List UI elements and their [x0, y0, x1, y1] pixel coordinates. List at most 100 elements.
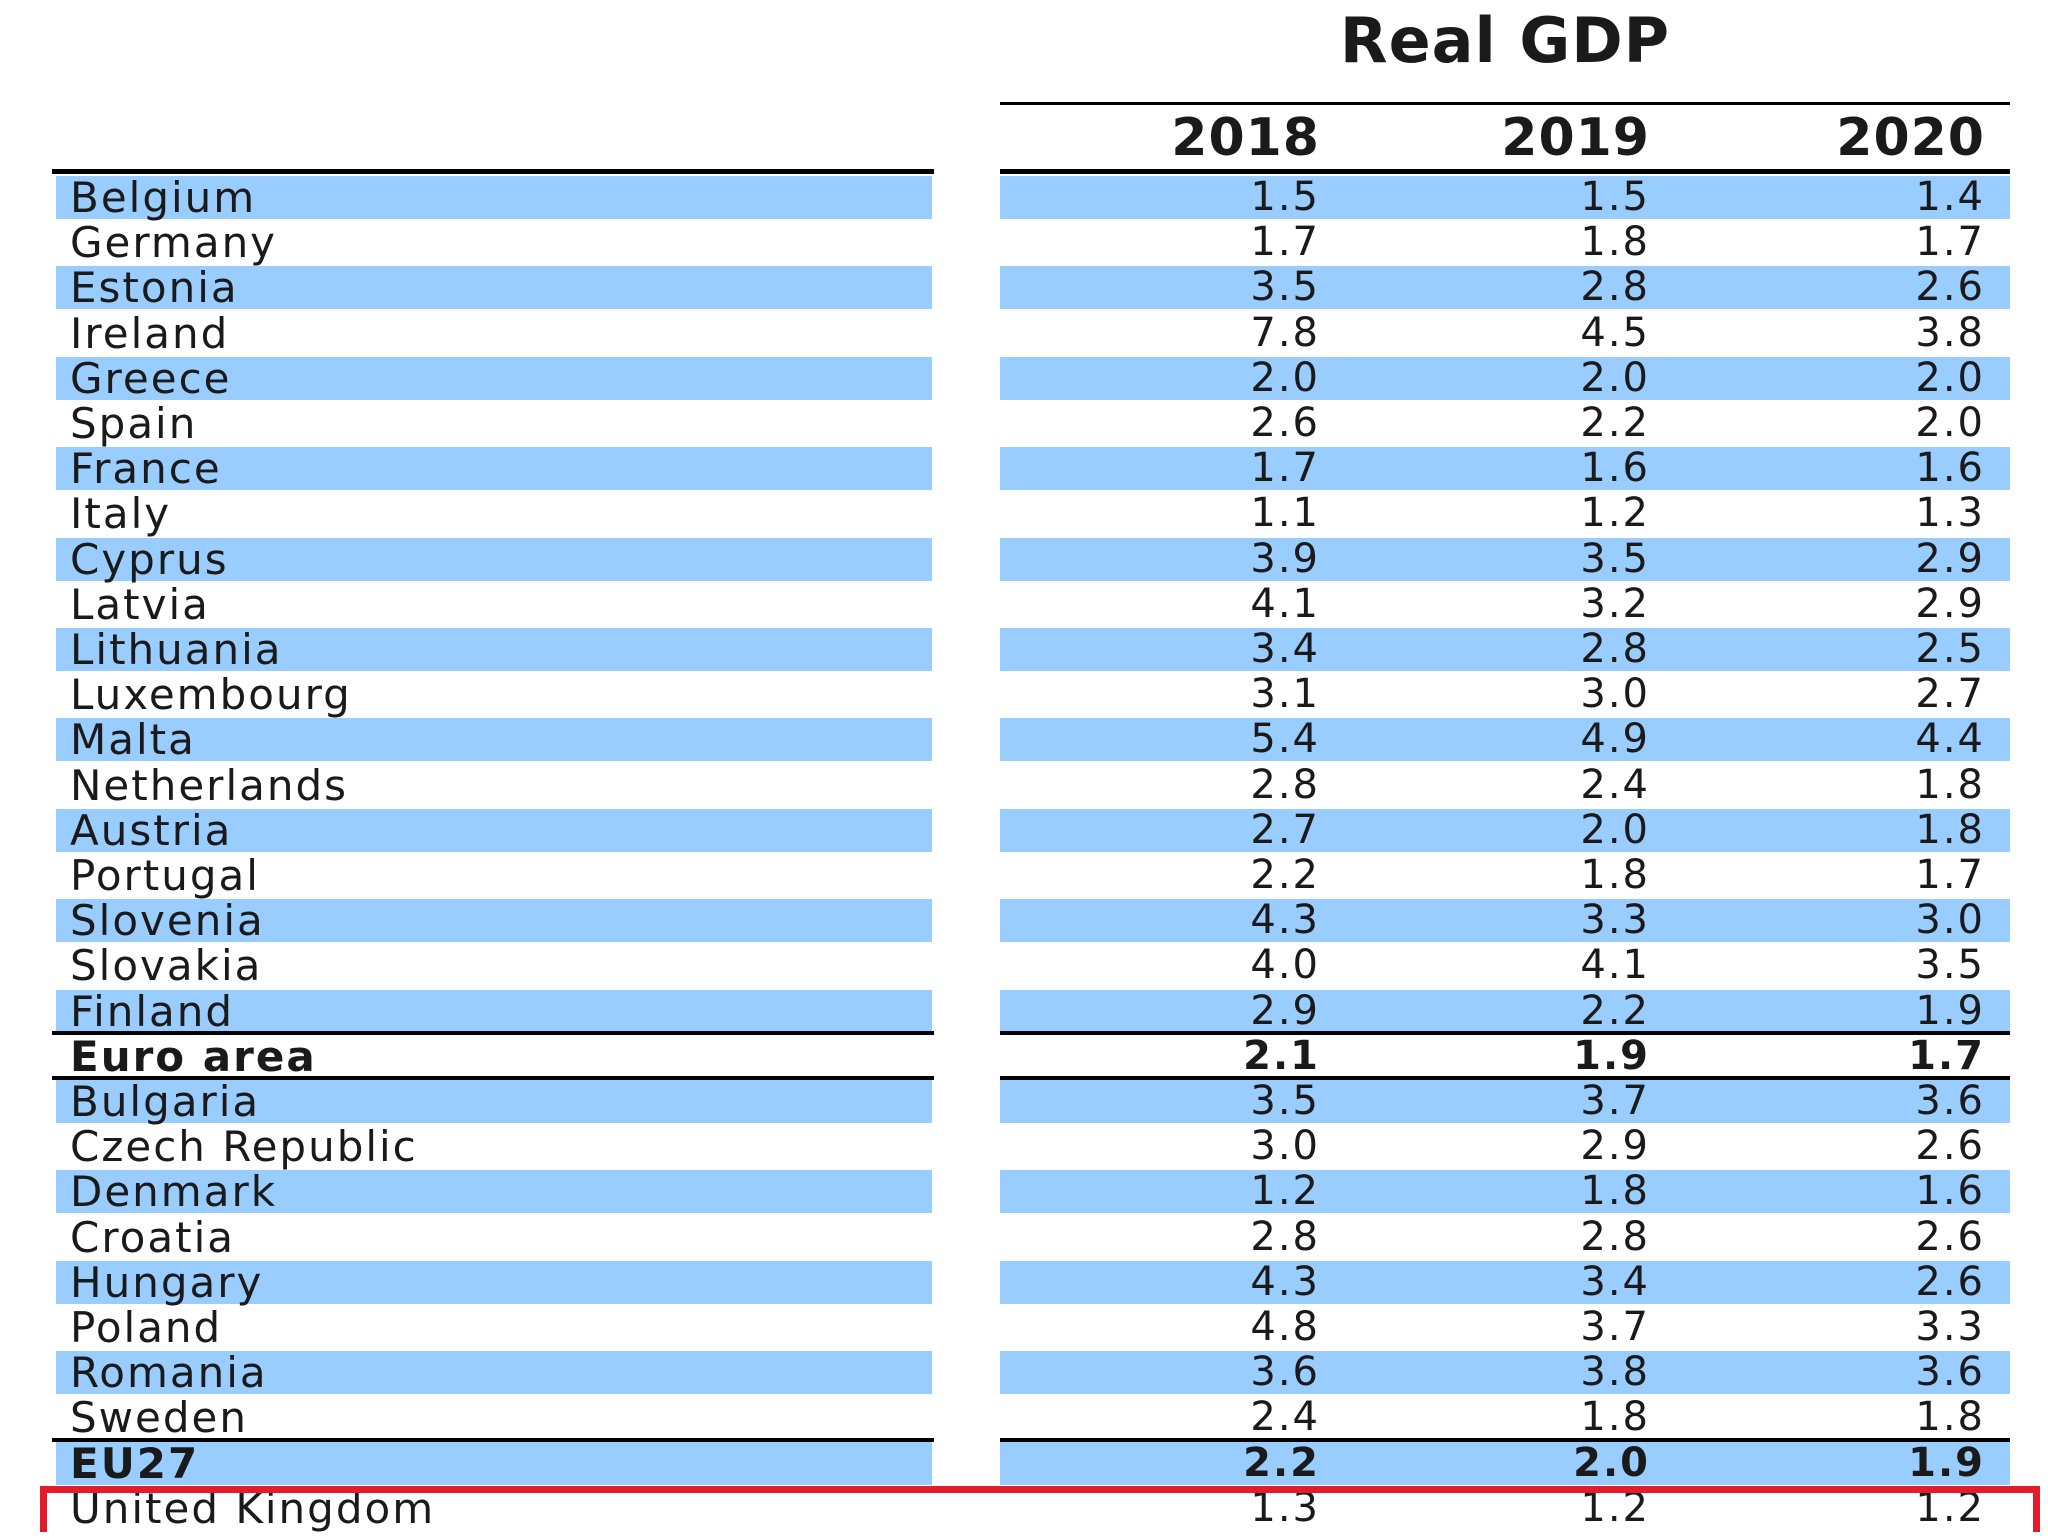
cell-czech-republic-2020: 2.6: [1915, 1123, 1985, 1170]
cell-luxembourg-2018: 3.1: [1250, 671, 1320, 718]
cell-poland-2020: 3.3: [1915, 1304, 1985, 1350]
cell-malta-2020: 4.4: [1915, 716, 1985, 763]
cell-belgium-2018: 1.5: [1250, 174, 1320, 220]
row-shade-right: [1000, 718, 2010, 762]
cell-poland-2018: 4.8: [1250, 1304, 1320, 1350]
cell-cyprus-2019: 3.5: [1580, 535, 1650, 582]
cell-netherlands-2020: 1.8: [1915, 761, 1985, 808]
row-shade-right: [1000, 899, 2010, 943]
row-shade-right: [1000, 808, 2010, 852]
cell-france-2020: 1.6: [1915, 445, 1985, 492]
cell-romania-2020: 3.6: [1915, 1349, 1985, 1396]
cell-belgium-2019: 1.5: [1580, 174, 1650, 220]
cell-denmark-2019: 1.8: [1580, 1168, 1650, 1215]
row-label-belgium: Belgium: [70, 173, 257, 222]
cell-latvia-2020: 2.9: [1915, 580, 1985, 627]
row-label-sweden: Sweden: [70, 1393, 248, 1443]
cell-spain-2019: 2.2: [1580, 400, 1650, 446]
cell-italy-2020: 1.3: [1915, 490, 1985, 537]
cell-france-2018: 1.7: [1250, 445, 1320, 492]
section-rule-left: [52, 1437, 934, 1442]
cell-denmark-2018: 1.2: [1250, 1168, 1320, 1215]
cell-finland-2018: 2.9: [1250, 987, 1320, 1034]
cell-latvia-2019: 3.2: [1580, 580, 1650, 627]
cell-italy-2018: 1.1: [1250, 490, 1320, 537]
cell-germany-2018: 1.7: [1250, 219, 1320, 266]
row-shade-right: [1000, 537, 2010, 581]
cell-estonia-2020: 2.6: [1915, 264, 1985, 311]
cell-germany-2020: 1.7: [1915, 219, 1985, 266]
row-label-france: France: [70, 444, 222, 494]
cell-poland-2019: 3.7: [1580, 1304, 1650, 1350]
row-label-romania: Romania: [70, 1348, 268, 1398]
cell-latvia-2018: 4.1: [1250, 580, 1320, 627]
cell-slovenia-2020: 3.0: [1915, 897, 1985, 944]
cell-spain-2020: 2.0: [1915, 400, 1985, 446]
united-kingdom-highlight: [40, 1486, 2040, 1532]
row-shade-left: [56, 1080, 932, 1123]
row-label-finland: Finland: [70, 986, 235, 1036]
cell-slovakia-2020: 3.5: [1915, 942, 1985, 989]
cell-greece-2019: 2.0: [1580, 354, 1650, 401]
cell-sweden-2019: 1.8: [1580, 1394, 1650, 1441]
cell-germany-2019: 1.8: [1580, 219, 1650, 266]
row-label-slovakia: Slovakia: [70, 941, 263, 991]
row-shade-left: [56, 1260, 932, 1304]
cell-greece-2018: 2.0: [1250, 354, 1320, 401]
row-label-spain: Spain: [70, 399, 198, 448]
row-label-eu27: EU27: [70, 1438, 200, 1488]
cell-croatia-2020: 2.6: [1915, 1213, 1985, 1260]
row-shade-left: [56, 1441, 932, 1485]
cell-belgium-2020: 1.4: [1915, 174, 1985, 220]
row-label-cyprus: Cyprus: [70, 534, 229, 584]
cell-lithuania-2020: 2.5: [1915, 626, 1985, 672]
row-label-bulgaria: Bulgaria: [70, 1077, 261, 1126]
row-label-lithuania: Lithuania: [70, 625, 283, 674]
row-label-portugal: Portugal: [70, 851, 260, 900]
row-label-denmark: Denmark: [70, 1167, 278, 1217]
row-shade-right: [1000, 1351, 2010, 1395]
cell-romania-2019: 3.8: [1580, 1349, 1650, 1396]
cell-sweden-2018: 2.4: [1250, 1394, 1320, 1441]
cell-lithuania-2018: 3.4: [1250, 626, 1320, 672]
cell-czech-republic-2019: 2.9: [1580, 1123, 1650, 1170]
cell-luxembourg-2020: 2.7: [1915, 671, 1985, 718]
cell-croatia-2019: 2.8: [1580, 1213, 1650, 1260]
section-rule-left: [52, 1076, 934, 1080]
cell-hungary-2018: 4.3: [1250, 1258, 1320, 1305]
cell-luxembourg-2019: 3.0: [1580, 671, 1650, 718]
row-shade-left: [56, 718, 932, 762]
row-shade-left: [56, 356, 932, 400]
cell-euro-area-2020: 1.7: [1908, 1032, 1985, 1079]
cell-hungary-2019: 3.4: [1580, 1258, 1650, 1305]
header-rule-right: [1000, 169, 2010, 174]
cell-slovenia-2019: 3.3: [1580, 897, 1650, 944]
cell-spain-2018: 2.6: [1250, 400, 1320, 446]
cell-france-2019: 1.6: [1580, 445, 1650, 492]
table-title: Real GDP: [1339, 4, 1671, 77]
row-shade-right: [1000, 447, 2010, 491]
row-label-estonia: Estonia: [70, 263, 239, 313]
cell-austria-2019: 2.0: [1580, 806, 1650, 853]
cell-eu27-2020: 1.9: [1908, 1439, 1985, 1486]
row-shade-left: [56, 989, 932, 1033]
row-shade-left: [56, 628, 932, 671]
cell-italy-2019: 1.2: [1580, 490, 1650, 537]
row-shade-right: [1000, 176, 2010, 219]
row-shade-left: [56, 1351, 932, 1395]
row-shade-left: [56, 447, 932, 491]
header-top-rule: [1000, 102, 2010, 105]
row-label-slovenia: Slovenia: [70, 896, 265, 946]
cell-cyprus-2018: 3.9: [1250, 535, 1320, 582]
cell-croatia-2018: 2.8: [1250, 1213, 1320, 1260]
row-shade-right: [1000, 989, 2010, 1033]
cell-austria-2020: 1.8: [1915, 806, 1985, 853]
row-shade-right: [1000, 266, 2010, 310]
row-label-malta: Malta: [70, 715, 196, 765]
column-header-2018: 2018: [1171, 108, 1320, 168]
cell-portugal-2019: 1.8: [1580, 852, 1650, 898]
cell-greece-2020: 2.0: [1915, 354, 1985, 401]
cell-ireland-2020: 3.8: [1915, 309, 1985, 356]
row-label-luxembourg: Luxembourg: [70, 670, 352, 720]
